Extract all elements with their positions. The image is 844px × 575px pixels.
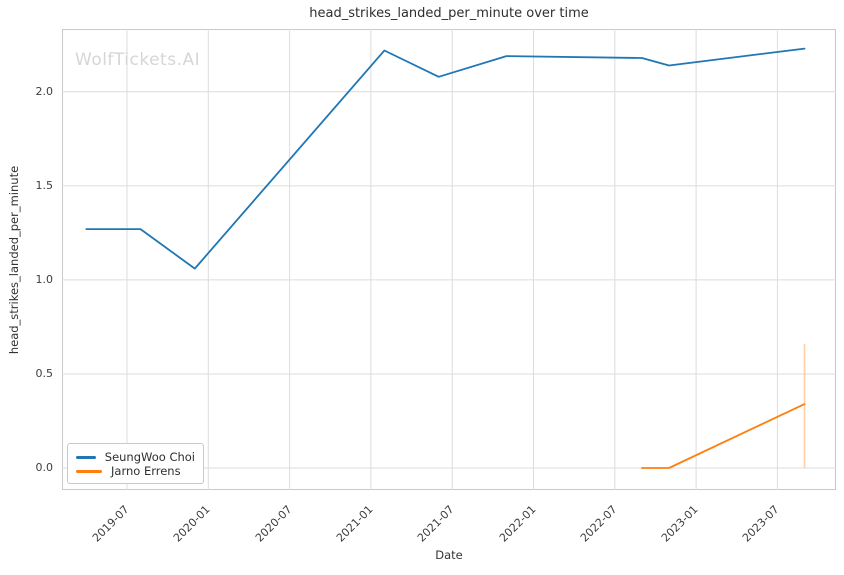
watermark: WolfTickets.AI xyxy=(75,50,201,70)
y-tick-label: 1.5 xyxy=(35,178,54,192)
x-tick-label: 2020-07 xyxy=(252,502,295,545)
series-line-seungwoo-choi xyxy=(85,47,806,270)
x-axis-label: Date xyxy=(435,548,463,562)
x-tick-label: 2022-07 xyxy=(577,502,620,545)
x-tick-label: 2020-01 xyxy=(171,502,213,545)
series-line-jarno-errens xyxy=(641,403,806,469)
y-tick-label: 0.0 xyxy=(35,461,54,474)
legend-line-swatch-orange xyxy=(76,469,102,473)
chart-canvas xyxy=(62,29,836,490)
x-tick-label: 2021-07 xyxy=(415,502,457,545)
x-tick-label: 2023-07 xyxy=(740,502,782,545)
plot-area xyxy=(62,29,836,490)
y-axis-label: head_strikes_landed_per_minute xyxy=(7,165,21,355)
legend-label: SeungWoo Choi xyxy=(104,450,195,464)
legend-line-swatch-blue xyxy=(76,455,96,459)
x-tick-label: 2021-01 xyxy=(333,502,376,545)
legend-item-seungwoo-choi: SeungWoo Choi xyxy=(76,450,195,464)
chart-title: head_strikes_landed_per_minute over time xyxy=(309,6,589,21)
x-tick-label: 2019-07 xyxy=(89,502,132,545)
x-tick-label: 2022-01 xyxy=(496,502,539,545)
legend-label: Jarno Errens xyxy=(111,464,181,478)
legend-item-jarno-errens: Jarno Errens xyxy=(76,464,195,478)
legend: SeungWoo Choi Jarno Errens xyxy=(67,443,204,484)
y-tick-label: 2.0 xyxy=(35,84,54,98)
y-tick-label: 0.5 xyxy=(35,366,54,380)
y-tick-label: 1.0 xyxy=(35,272,54,286)
x-tick-label: 2023-01 xyxy=(658,502,701,545)
